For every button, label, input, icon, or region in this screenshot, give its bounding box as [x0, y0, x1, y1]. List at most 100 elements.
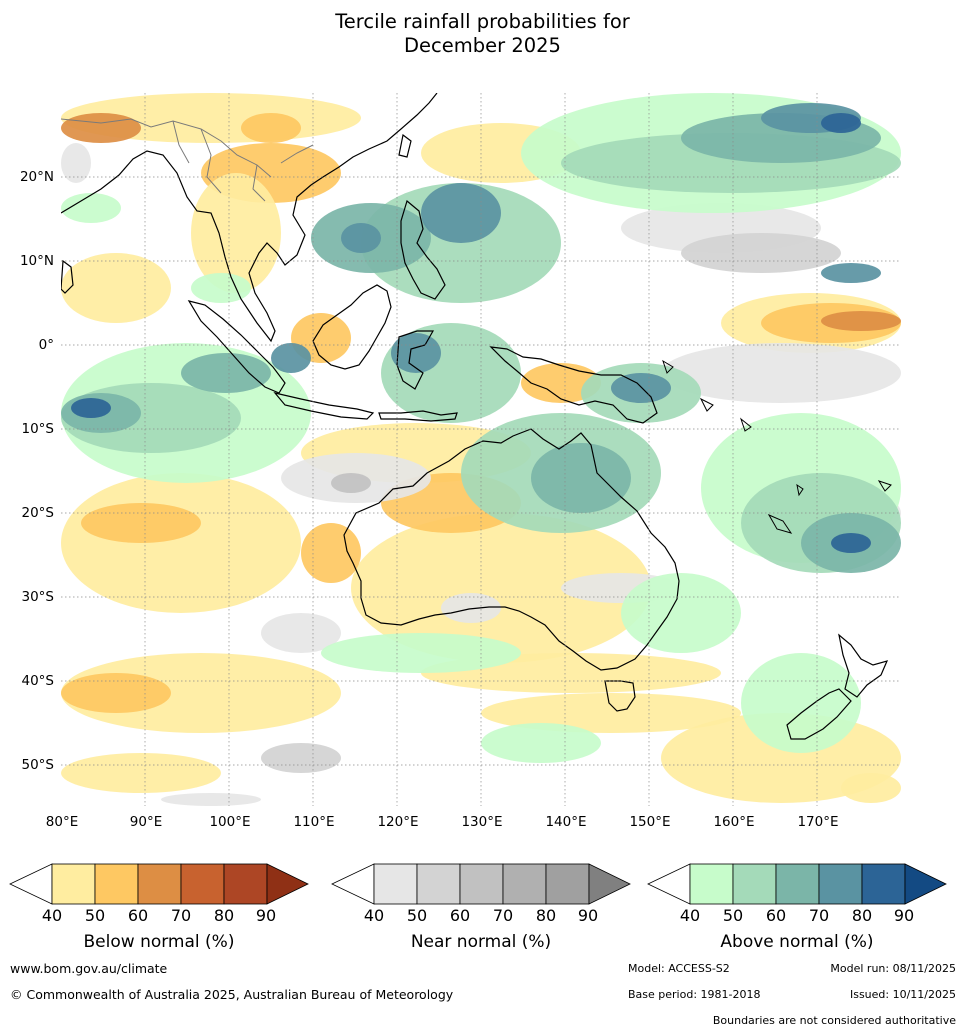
- colorbar-swatch: [94, 863, 139, 905]
- below-tick-80: 80: [213, 906, 235, 925]
- probability-map: [61, 93, 901, 806]
- probability-patch: [61, 113, 141, 143]
- probability-patch: [831, 533, 871, 553]
- probability-patch: [681, 233, 841, 273]
- below-tick-90: 90: [255, 906, 277, 925]
- lat-label-20s: 20°S: [21, 505, 55, 521]
- graticule: [61, 93, 901, 806]
- probability-patch: [191, 273, 251, 303]
- lon-label-120e: 120°E: [377, 814, 419, 830]
- colorbar-swatch: [223, 863, 268, 905]
- near-tick-90: 90: [577, 906, 599, 925]
- probability-patch: [81, 503, 201, 543]
- colorbar-swatch: [775, 863, 820, 905]
- country-boundaries: [61, 118, 314, 202]
- colorbar-extend-high: [588, 863, 631, 905]
- new-guinea-outline: [489, 346, 658, 424]
- below-tick-60: 60: [127, 906, 149, 925]
- probability-patch: [421, 183, 501, 243]
- pacific-islands: [662, 359, 892, 534]
- colorbar-swatch: [861, 863, 906, 905]
- probability-patch: [61, 673, 171, 713]
- boundary-disclaimer: Boundaries are not considered authoritat…: [712, 1014, 956, 1027]
- near-tick-80: 80: [535, 906, 557, 925]
- probability-patch: [841, 773, 901, 803]
- probability-patch: [61, 143, 91, 183]
- probability-shading: [61, 93, 901, 806]
- probability-patch: [61, 753, 221, 793]
- colorbar-extend-high: [266, 863, 309, 905]
- near-tick-70: 70: [492, 906, 514, 925]
- colorbar-swatch: [137, 863, 182, 905]
- lat-label-10s: 10°S: [21, 421, 55, 437]
- above-tick-40: 40: [679, 906, 701, 925]
- tasmania-outline: [604, 680, 636, 712]
- probability-patch: [321, 633, 521, 673]
- sulawesi-outline: [396, 330, 435, 390]
- lon-label-100e: 100°E: [209, 814, 251, 830]
- probability-patch: [661, 343, 901, 403]
- colorbar-extend-low: [647, 863, 691, 905]
- colorbar-swatch: [502, 863, 547, 905]
- colorbar-extend-high: [904, 863, 947, 905]
- lesser-sunda-outline: [378, 410, 458, 422]
- sumatra-outline: [187, 300, 286, 394]
- probability-patch: [351, 513, 651, 663]
- new-zealand-south-outline: [786, 688, 852, 740]
- below-tick-70: 70: [170, 906, 192, 925]
- lat-label-50s: 50°S: [21, 757, 55, 773]
- probability-patch: [261, 613, 341, 653]
- colorbar-swatch: [416, 863, 461, 905]
- lat-label-10n: 10°N: [19, 253, 54, 269]
- model-name: Model: ACCESS-S2: [628, 962, 730, 975]
- probability-patch: [331, 473, 371, 493]
- java-outline: [273, 392, 375, 420]
- borneo-outline: [312, 284, 392, 370]
- below-normal-colorbar: [9, 863, 309, 905]
- probability-patch: [271, 343, 311, 373]
- lat-label-30s: 30°S: [21, 589, 55, 605]
- copyright-text: © Commonwealth of Australia 2025, Austra…: [10, 987, 454, 1002]
- lon-label-150e: 150°E: [629, 814, 671, 830]
- above-tick-90: 90: [893, 906, 915, 925]
- probability-patch: [391, 333, 441, 373]
- probability-patch: [181, 353, 271, 393]
- colorbar-swatch: [180, 863, 225, 905]
- colorbar-swatch: [459, 863, 504, 905]
- colorbar-swatch: [732, 863, 777, 905]
- probability-patch: [261, 743, 341, 773]
- colorbar-extend-low: [331, 863, 375, 905]
- probability-patch: [301, 523, 361, 583]
- probability-patch: [61, 193, 121, 223]
- lon-label-90e: 90°E: [129, 814, 163, 830]
- lat-label-20n: 20°N: [19, 169, 54, 185]
- probability-patch: [741, 653, 861, 753]
- below-tick-50: 50: [84, 906, 106, 925]
- colorbar-swatch: [545, 863, 590, 905]
- above-normal-title: Above normal (%): [720, 932, 874, 952]
- near-normal-colorbar: [331, 863, 631, 905]
- probability-patch: [61, 253, 171, 323]
- above-tick-60: 60: [765, 906, 787, 925]
- probability-patch: [241, 113, 301, 143]
- lon-label-160e: 160°E: [713, 814, 755, 830]
- website-link[interactable]: www.bom.gov.au/climate: [10, 961, 168, 976]
- asia-coastline: [61, 93, 438, 343]
- colorbar-extend-low: [9, 863, 53, 905]
- colorbar-swatch: [818, 863, 863, 905]
- probability-patch: [61, 653, 341, 733]
- lon-label-110e: 110°E: [293, 814, 335, 830]
- colorbar-swatch: [373, 863, 418, 905]
- near-tick-40: 40: [363, 906, 385, 925]
- title-line-1: Tercile rainfall probabilities for: [335, 10, 630, 33]
- lon-label-80e: 80°E: [45, 814, 79, 830]
- probability-patch: [341, 223, 381, 253]
- lon-label-130e: 130°E: [461, 814, 503, 830]
- sri-lanka-outline: [61, 259, 74, 294]
- australia-outline: [343, 428, 680, 671]
- new-zealand-north-outline: [838, 633, 889, 698]
- probability-patch: [821, 311, 901, 331]
- near-normal-title: Near normal (%): [410, 932, 552, 952]
- base-period: Base period: 1981-2018: [628, 988, 761, 1001]
- title-line-2: December 2025: [404, 34, 561, 57]
